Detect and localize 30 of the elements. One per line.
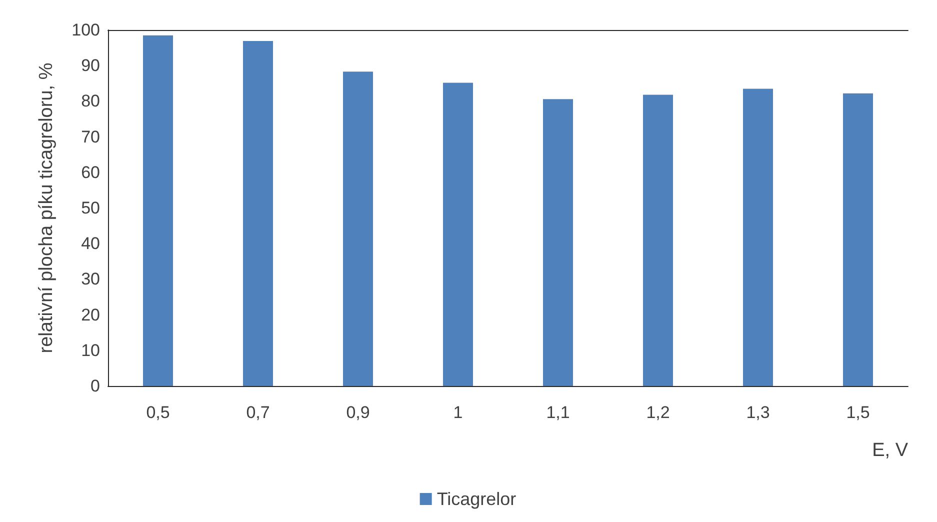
bar <box>143 35 173 386</box>
y-tick-label: 30 <box>81 270 100 289</box>
bar <box>443 82 473 386</box>
x-tick-label: 1,3 <box>746 403 770 422</box>
y-tick-label: 10 <box>81 340 100 360</box>
bar <box>343 72 373 386</box>
bar <box>743 88 773 386</box>
bar <box>843 93 873 386</box>
legend-label: Ticagrelor <box>436 489 516 509</box>
y-tick-label: 0 <box>90 376 100 396</box>
x-axis-title: E, V <box>872 440 908 461</box>
x-tick-label: 0,9 <box>346 403 370 422</box>
bar <box>643 94 673 386</box>
x-tick-label: 0,7 <box>246 403 270 422</box>
y-tick-label: 90 <box>81 56 100 76</box>
y-tick-label: 70 <box>81 127 100 146</box>
y-tick-label: 100 <box>72 20 100 40</box>
x-tick-label: 1,2 <box>646 403 670 422</box>
x-tick-label: 1 <box>453 403 463 422</box>
bar <box>543 99 573 386</box>
bar <box>243 41 273 386</box>
x-tick-label: 1,1 <box>546 403 570 422</box>
y-tick-label: 20 <box>81 305 100 324</box>
y-tick-label: 40 <box>81 234 100 254</box>
x-tick-label: 1,5 <box>846 403 870 422</box>
x-tick-label: 0,5 <box>146 403 170 422</box>
y-axis-title: relativní plocha píku ticagreloru, % <box>36 62 57 354</box>
y-tick-label: 50 <box>81 198 100 218</box>
y-tick-label: 60 <box>81 162 100 182</box>
y-tick-label: 80 <box>81 92 100 111</box>
